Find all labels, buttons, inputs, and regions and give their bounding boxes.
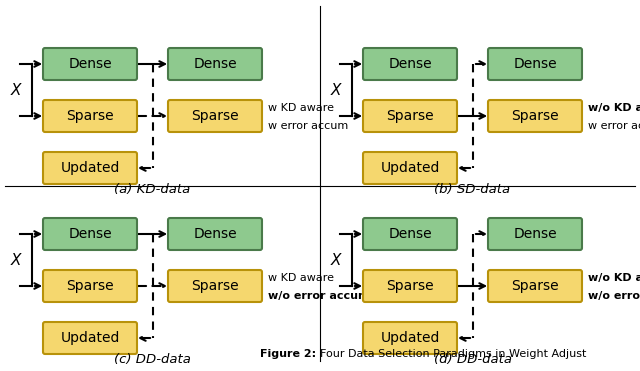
Text: Updated: Updated <box>60 331 120 345</box>
Text: w/o error accum: w/o error accum <box>268 291 369 301</box>
Text: Sparse: Sparse <box>66 109 114 123</box>
Text: w/o KD aware: w/o KD aware <box>588 273 640 283</box>
FancyBboxPatch shape <box>363 270 457 302</box>
Text: $X$: $X$ <box>10 82 24 98</box>
FancyBboxPatch shape <box>363 218 457 250</box>
FancyBboxPatch shape <box>488 270 582 302</box>
FancyBboxPatch shape <box>168 218 262 250</box>
Text: w KD aware: w KD aware <box>268 103 334 113</box>
FancyBboxPatch shape <box>168 48 262 80</box>
Text: $X$: $X$ <box>330 82 344 98</box>
Text: Updated: Updated <box>380 161 440 175</box>
Text: Dense: Dense <box>193 227 237 241</box>
Text: (d) DD-data: (d) DD-data <box>433 354 511 367</box>
Text: Four Data Selection Paradigms in Weight Adjust: Four Data Selection Paradigms in Weight … <box>320 349 586 359</box>
Text: (c) DD-data: (c) DD-data <box>114 354 191 367</box>
Text: Updated: Updated <box>60 161 120 175</box>
FancyBboxPatch shape <box>43 152 137 184</box>
Text: Sparse: Sparse <box>191 109 239 123</box>
Text: Sparse: Sparse <box>511 279 559 293</box>
FancyBboxPatch shape <box>43 270 137 302</box>
FancyBboxPatch shape <box>488 100 582 132</box>
Text: w/o KD aware: w/o KD aware <box>588 103 640 113</box>
FancyBboxPatch shape <box>43 100 137 132</box>
FancyBboxPatch shape <box>168 270 262 302</box>
Text: Dense: Dense <box>388 57 432 71</box>
Text: $X$: $X$ <box>10 252 24 268</box>
FancyBboxPatch shape <box>363 322 457 354</box>
Text: Dense: Dense <box>68 57 112 71</box>
FancyBboxPatch shape <box>43 48 137 80</box>
Text: $X$: $X$ <box>330 252 344 268</box>
Text: Sparse: Sparse <box>66 279 114 293</box>
Text: w error accum: w error accum <box>268 121 348 131</box>
Text: (b) SD-data: (b) SD-data <box>435 184 511 197</box>
Text: Dense: Dense <box>68 227 112 241</box>
Text: Updated: Updated <box>380 331 440 345</box>
Text: Dense: Dense <box>513 227 557 241</box>
Text: Sparse: Sparse <box>386 109 434 123</box>
FancyBboxPatch shape <box>363 48 457 80</box>
FancyBboxPatch shape <box>43 322 137 354</box>
FancyBboxPatch shape <box>488 218 582 250</box>
Text: (a) KD-data: (a) KD-data <box>115 184 191 197</box>
FancyBboxPatch shape <box>488 48 582 80</box>
FancyBboxPatch shape <box>363 152 457 184</box>
FancyBboxPatch shape <box>363 100 457 132</box>
Text: Sparse: Sparse <box>191 279 239 293</box>
Text: Dense: Dense <box>513 57 557 71</box>
Text: w error accum: w error accum <box>588 121 640 131</box>
Text: Dense: Dense <box>388 227 432 241</box>
Text: Sparse: Sparse <box>386 279 434 293</box>
FancyBboxPatch shape <box>43 218 137 250</box>
Text: Dense: Dense <box>193 57 237 71</box>
Text: w KD aware: w KD aware <box>268 273 334 283</box>
FancyBboxPatch shape <box>168 100 262 132</box>
Text: Sparse: Sparse <box>511 109 559 123</box>
Text: w/o error accum: w/o error accum <box>588 291 640 301</box>
Text: Figure 2:: Figure 2: <box>260 349 320 359</box>
